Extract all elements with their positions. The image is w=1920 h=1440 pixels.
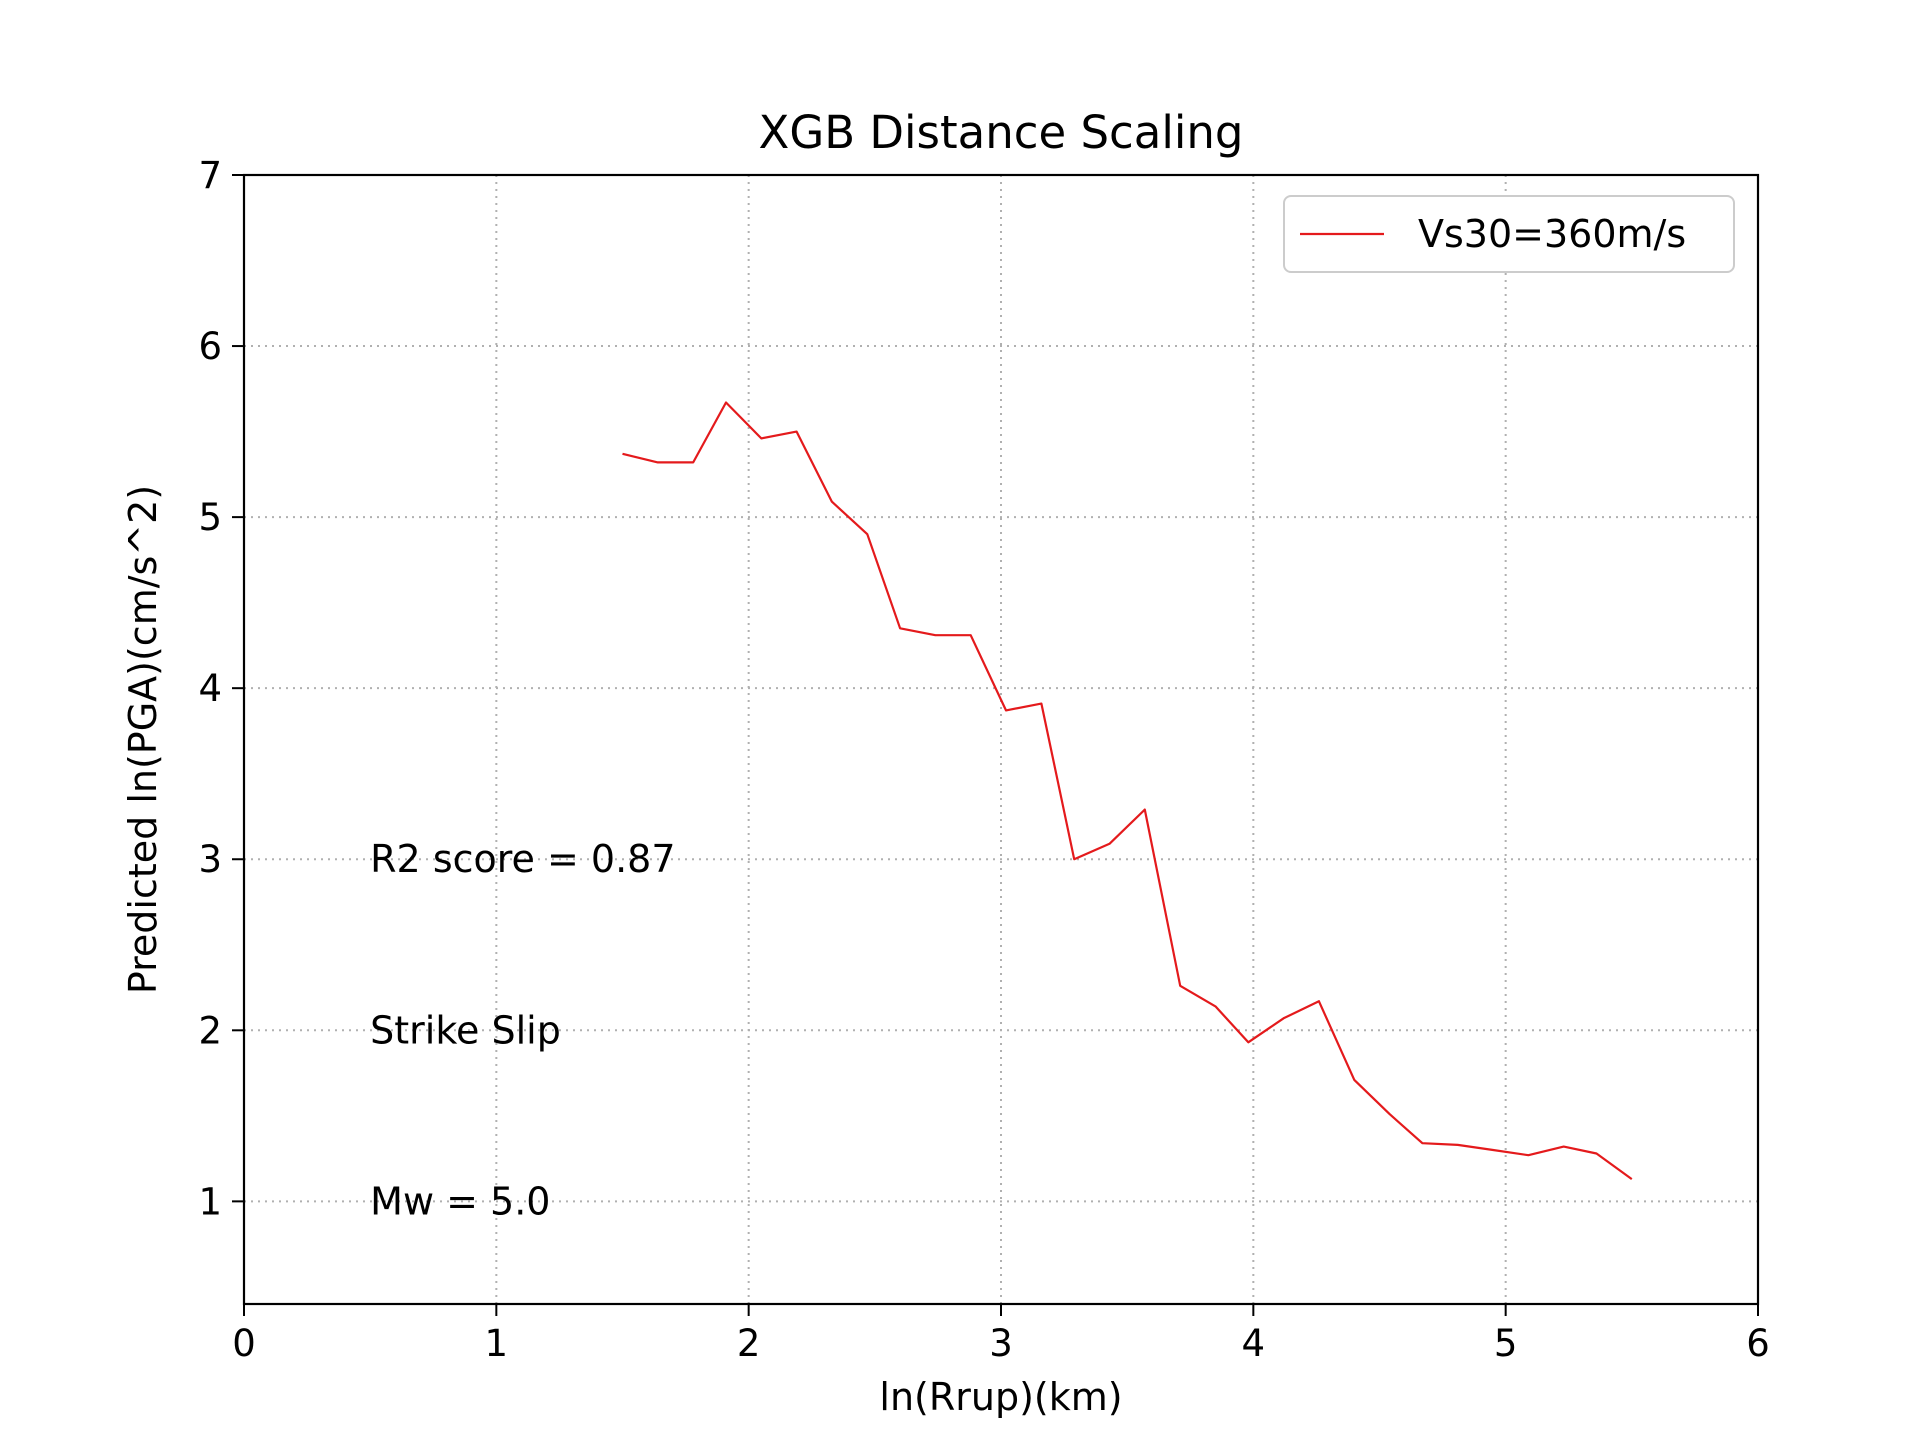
annotations: R2 score = 0.87 Strike Slip Mw = 5.0: [370, 837, 675, 1223]
annotation-text: Mw = 5.0: [370, 1179, 550, 1223]
x-tick-label: 5: [1494, 1322, 1518, 1365]
grid-lines: [244, 175, 1758, 1304]
annotation-text: R2 score = 0.87: [370, 837, 675, 881]
x-tick-label: 0: [232, 1322, 256, 1365]
axis-ticks: 0 1 2 3 4 5 6 1 2 3 4 5 6 7: [198, 154, 1769, 1365]
x-axis-label: ln(Rrup)(km): [879, 1375, 1122, 1419]
y-tick-label: 5: [198, 496, 222, 539]
legend: Vs30=360m/s: [1283, 195, 1735, 273]
series-layer: [622, 401, 1633, 1180]
x-tick-label: 6: [1746, 1322, 1770, 1365]
series-line: [622, 401, 1633, 1180]
y-tick-label: 7: [198, 154, 222, 197]
y-tick-label: 6: [198, 325, 222, 368]
y-tick-label: 3: [198, 838, 222, 881]
x-tick-label: 2: [737, 1322, 761, 1365]
x-tick-label: 1: [485, 1322, 509, 1365]
chart-title: XGB Distance Scaling: [759, 106, 1244, 159]
annotation-text: Strike Slip: [370, 1008, 561, 1052]
y-tick-label: 2: [198, 1009, 222, 1052]
legend-box: [1283, 195, 1735, 273]
legend-entry-label: Vs30=360m/s: [1418, 212, 1686, 256]
y-tick-label: 1: [198, 1180, 222, 1223]
x-tick-label: 3: [989, 1322, 1013, 1365]
x-tick-label: 4: [1242, 1322, 1266, 1365]
y-axis-label: Predicted ln(PGA)(cm/s^2): [121, 485, 165, 994]
y-tick-label: 4: [198, 667, 222, 710]
